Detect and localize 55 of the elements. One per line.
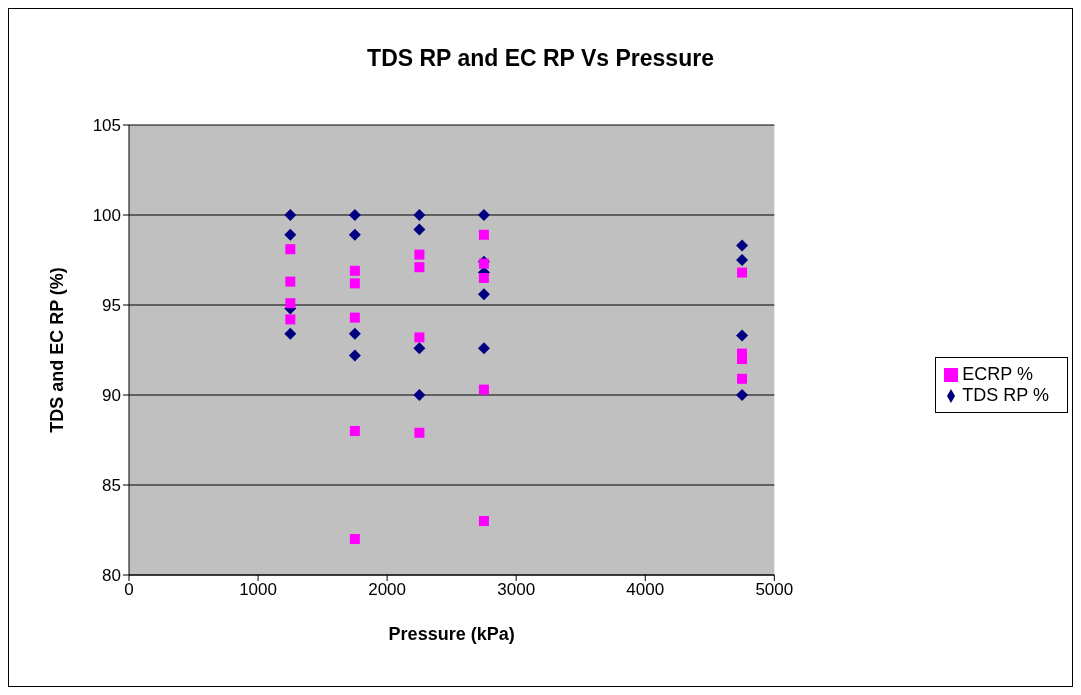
point <box>285 276 296 287</box>
x-tick-label: 1000 <box>239 580 277 600</box>
point <box>285 244 296 255</box>
point <box>413 389 426 401</box>
point <box>413 342 426 355</box>
y-tick-label: 105 <box>92 116 121 136</box>
y-tick-label: 85 <box>102 476 121 496</box>
point <box>285 314 296 325</box>
y-tick-label: 80 <box>102 566 121 586</box>
point <box>736 254 749 266</box>
point <box>413 209 426 221</box>
point <box>284 209 297 221</box>
point <box>414 332 425 343</box>
legend-label: ECRP % <box>962 364 1034 384</box>
point <box>348 209 361 221</box>
point <box>348 327 361 340</box>
point <box>349 312 360 323</box>
point <box>284 327 297 340</box>
y-axis-title: TDS and EC RP (%) <box>47 267 68 433</box>
point <box>348 228 361 241</box>
y-tick-label: 100 <box>92 206 121 226</box>
point <box>736 329 749 342</box>
point <box>477 288 490 301</box>
point <box>348 349 361 362</box>
point <box>284 228 297 241</box>
point <box>349 534 360 544</box>
point <box>477 342 490 355</box>
point <box>737 354 748 364</box>
point <box>349 265 360 276</box>
point <box>478 516 489 526</box>
point <box>414 262 425 273</box>
point <box>737 373 748 384</box>
point <box>737 267 748 278</box>
point <box>413 223 426 236</box>
point <box>349 278 360 289</box>
x-tick-label: 0 <box>124 580 134 600</box>
point <box>478 273 489 283</box>
point <box>736 239 749 252</box>
point <box>349 426 360 436</box>
point <box>736 389 749 401</box>
point <box>414 427 425 438</box>
y-tick-label: 95 <box>102 296 121 316</box>
point <box>478 229 489 240</box>
y-tick-label: 90 <box>102 386 121 406</box>
point <box>478 384 489 395</box>
x-tick-label: 3000 <box>497 580 536 600</box>
x-axis-title: Pressure (kPa) <box>388 624 515 644</box>
legend-label: TDS RP % <box>962 385 1049 405</box>
chart-title: TDS RP and EC RP Vs Pressure <box>366 44 715 73</box>
point <box>285 298 296 309</box>
x-tick-label: 4000 <box>626 580 665 600</box>
x-tick-label: 2000 <box>368 580 407 600</box>
x-tick-label: 5000 <box>755 580 794 600</box>
point <box>477 209 490 221</box>
point <box>414 249 425 260</box>
